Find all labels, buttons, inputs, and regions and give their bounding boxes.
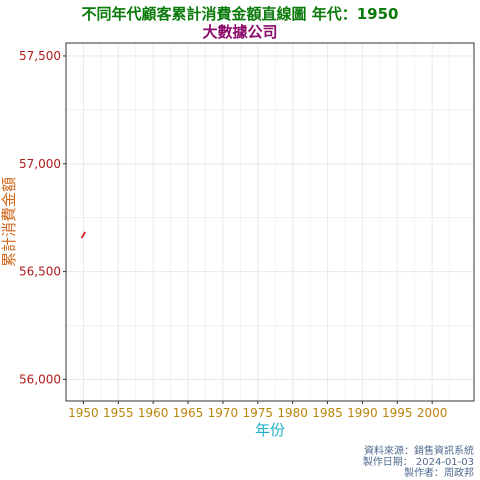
x-tick-label: 1970 bbox=[208, 406, 239, 420]
x-tick-label: 1990 bbox=[347, 406, 378, 420]
y-tick-label: 56,000 bbox=[19, 372, 61, 386]
x-tick-label: 1975 bbox=[243, 406, 274, 420]
caption-author: 製作者：周政邦 bbox=[404, 468, 474, 479]
chart-title: 不同年代顧客累計消費金額直線圖 年代：1950 bbox=[81, 5, 399, 23]
x-tick-label: 2000 bbox=[417, 406, 448, 420]
x-tick-label: 1960 bbox=[138, 406, 169, 420]
x-tick-label: 1950 bbox=[68, 406, 99, 420]
plot-panel bbox=[65, 42, 475, 402]
chart-subtitle: 大數據公司 bbox=[202, 23, 278, 41]
series-marks bbox=[81, 231, 86, 239]
x-tick-label: 1985 bbox=[312, 406, 343, 420]
x-tick-label: 1995 bbox=[382, 406, 413, 420]
x-axis-label: 年份 bbox=[255, 421, 285, 439]
caption-date: 製作日期： 2024-01-03 bbox=[362, 457, 474, 468]
y-tick-label: 57,500 bbox=[19, 49, 61, 63]
data-point bbox=[81, 231, 86, 239]
y-axis-label: 累計消費金額 bbox=[0, 177, 18, 267]
y-tick-label: 56,500 bbox=[19, 265, 61, 279]
x-tick-label: 1980 bbox=[277, 406, 308, 420]
caption-source: 資料來源：銷售資訊系統 bbox=[364, 446, 474, 457]
y-axis: 56,000 56,500 57,000 57,500 bbox=[19, 49, 66, 386]
grid bbox=[65, 43, 474, 401]
x-tick-label: 1955 bbox=[103, 406, 134, 420]
x-axis: 1950 1955 1960 1965 1970 1975 1980 1985 1990 1995… bbox=[68, 401, 447, 420]
x-tick-label: 1965 bbox=[173, 406, 204, 420]
y-tick-label: 57,000 bbox=[19, 157, 61, 171]
